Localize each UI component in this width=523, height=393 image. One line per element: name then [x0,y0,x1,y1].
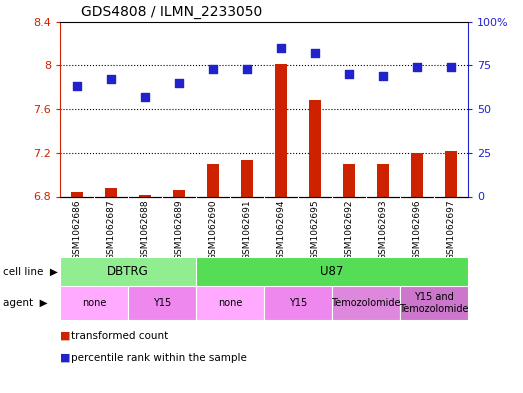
Text: Y15: Y15 [153,298,171,308]
Point [379,73,388,79]
Text: GSM1062693: GSM1062693 [379,200,388,260]
Point [73,83,82,90]
Text: GSM1062692: GSM1062692 [345,200,354,260]
Text: agent  ▶: agent ▶ [3,298,47,308]
Point [447,64,456,70]
Bar [309,100,321,196]
Text: GSM1062691: GSM1062691 [243,200,252,260]
Text: ■: ■ [60,353,74,363]
Bar [71,192,83,196]
Point [413,64,422,70]
Bar [105,188,117,196]
Point [243,66,252,72]
Bar [411,153,423,196]
Text: none: none [82,298,106,308]
Text: percentile rank within the sample: percentile rank within the sample [71,353,246,363]
Bar [60,257,196,286]
Text: none: none [218,298,242,308]
Point [209,66,218,72]
Text: ■: ■ [60,331,74,341]
Text: Y15 and
Temozolomide: Y15 and Temozolomide [400,292,469,314]
Bar [241,160,253,196]
Text: DBTRG: DBTRG [107,265,149,278]
Bar [377,164,389,196]
Text: GSM1062694: GSM1062694 [277,200,286,260]
Bar [400,286,468,320]
Point [141,94,150,100]
Bar [128,286,196,320]
Text: GSM1062686: GSM1062686 [73,200,82,260]
Point [311,50,320,56]
Point [107,76,116,83]
Bar [196,286,264,320]
Text: GSM1062697: GSM1062697 [447,200,456,260]
Bar [196,257,468,286]
Bar [332,286,400,320]
Text: Temozolomide: Temozolomide [332,298,401,308]
Text: U87: U87 [321,265,344,278]
Bar [173,190,185,196]
Text: Y15: Y15 [289,298,307,308]
Point [277,45,286,51]
Bar [343,164,355,196]
Text: GSM1062687: GSM1062687 [107,200,116,260]
Text: GSM1062688: GSM1062688 [141,200,150,260]
Text: GSM1062689: GSM1062689 [175,200,184,260]
Point [345,71,354,77]
Text: GSM1062690: GSM1062690 [209,200,218,260]
Point [175,80,184,86]
Text: GDS4808 / ILMN_2233050: GDS4808 / ILMN_2233050 [81,5,262,19]
Text: transformed count: transformed count [71,331,168,341]
Bar [264,286,332,320]
Bar [445,151,457,196]
Text: cell line  ▶: cell line ▶ [3,266,58,277]
Text: GSM1062695: GSM1062695 [311,200,320,260]
Bar [207,164,219,196]
Text: GSM1062696: GSM1062696 [413,200,422,260]
Bar [139,195,151,196]
Bar [60,286,128,320]
Bar [275,64,287,196]
